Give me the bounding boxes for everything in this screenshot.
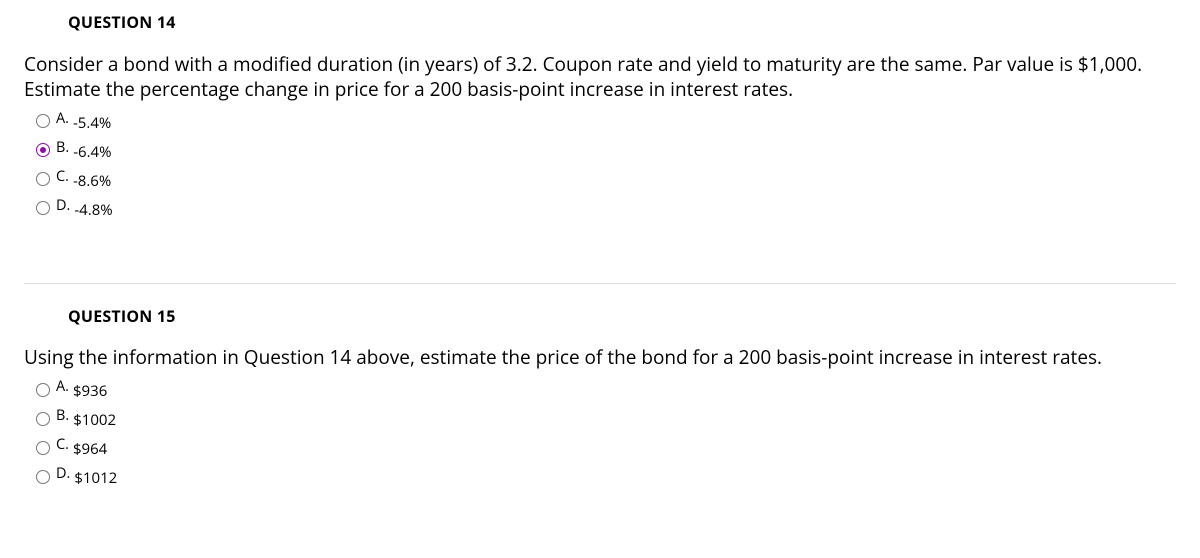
option-row[interactable]: B. -6.4% bbox=[36, 136, 1176, 165]
radio-icon[interactable] bbox=[36, 383, 50, 397]
options-list: A. $936 B. $1002 C. $964 D. $1012 bbox=[24, 375, 1176, 491]
option-row[interactable]: D. -4.8% bbox=[36, 194, 1176, 223]
divider bbox=[24, 283, 1176, 284]
option-value: -5.4% bbox=[73, 113, 111, 133]
option-letter: A. bbox=[56, 377, 69, 397]
option-row[interactable]: C. $964 bbox=[36, 433, 1176, 462]
option-letter: D. bbox=[56, 196, 70, 216]
option-row[interactable]: B. $1002 bbox=[36, 404, 1176, 433]
question-block: QUESTION 15 Using the information in Que… bbox=[24, 306, 1176, 491]
question-prompt: Consider a bond with a modified duration… bbox=[24, 52, 1176, 103]
radio-icon[interactable] bbox=[36, 143, 50, 157]
question-block: QUESTION 14 Consider a bond with a modif… bbox=[24, 12, 1176, 223]
quiz-page: QUESTION 14 Consider a bond with a modif… bbox=[0, 0, 1200, 515]
question-prompt: Using the information in Question 14 abo… bbox=[24, 345, 1176, 371]
radio-icon[interactable] bbox=[36, 114, 50, 128]
option-value: -8.6% bbox=[73, 171, 111, 191]
question-prompt-line: Estimate the percentage change in price … bbox=[24, 76, 793, 102]
question-header: QUESTION 14 bbox=[68, 12, 1176, 34]
option-row[interactable]: A. $936 bbox=[36, 375, 1176, 404]
option-letter: B. bbox=[56, 138, 69, 158]
radio-icon[interactable] bbox=[36, 412, 50, 426]
option-letter: A. bbox=[56, 109, 69, 129]
option-row[interactable]: A. -5.4% bbox=[36, 107, 1176, 136]
option-row[interactable]: D. $1012 bbox=[36, 462, 1176, 491]
radio-icon[interactable] bbox=[36, 201, 50, 215]
question-header: QUESTION 15 bbox=[68, 306, 1176, 328]
option-letter: C. bbox=[56, 435, 69, 455]
option-value: -4.8% bbox=[74, 200, 112, 220]
question-prompt-line: Using the information in Question 14 abo… bbox=[24, 344, 1102, 370]
option-row[interactable]: C. -8.6% bbox=[36, 165, 1176, 194]
radio-icon[interactable] bbox=[36, 441, 50, 455]
option-value: -6.4% bbox=[73, 142, 111, 162]
option-value: $1002 bbox=[73, 410, 116, 430]
option-value: $964 bbox=[73, 439, 107, 459]
option-letter: C. bbox=[56, 167, 69, 187]
question-prompt-line: Consider a bond with a modified duration… bbox=[24, 51, 1142, 77]
options-list: A. -5.4% B. -6.4% C. -8.6% D. -4.8% bbox=[24, 107, 1176, 223]
option-value: $936 bbox=[73, 381, 107, 401]
option-letter: B. bbox=[56, 406, 69, 426]
option-letter: D. bbox=[56, 464, 70, 484]
radio-icon[interactable] bbox=[36, 470, 50, 484]
radio-icon[interactable] bbox=[36, 172, 50, 186]
option-value: $1012 bbox=[74, 468, 117, 488]
